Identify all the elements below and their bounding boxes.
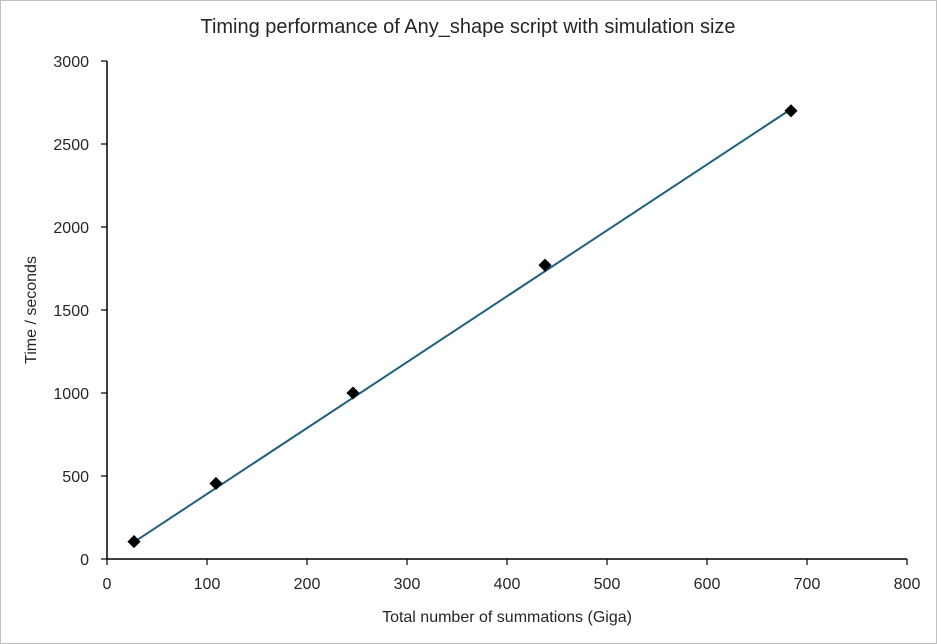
y-tick-label: 3000 [53,54,89,71]
x-tick-label: 200 [294,576,321,593]
y-tick-label: 2000 [53,220,89,237]
x-tick-label: 600 [694,576,721,593]
data-point [346,386,360,400]
y-tick-label: 0 [80,552,89,569]
y-tick-label: 1000 [53,386,89,403]
data-point [784,104,798,118]
axes [106,61,907,560]
points-layer [127,104,798,549]
x-tick-label: 100 [194,576,221,593]
x-ticks: 0 100 200 300 400 500 600 700 800 [103,559,921,593]
x-tick-label: 800 [894,576,921,593]
y-tick-label: 2500 [53,137,89,154]
x-tick-label: 700 [794,576,821,593]
x-tick-label: 400 [494,576,521,593]
trendline-layer [133,108,792,543]
x-axis-title: Total number of summations (Giga) [382,609,632,626]
y-ticks: 0 500 1000 1500 2000 2500 3000 [53,54,107,569]
data-point [209,476,223,491]
linear-trendline [133,108,792,543]
y-tick-label: 1500 [53,303,89,320]
x-tick-label: 300 [394,576,421,593]
x-tick-label: 0 [103,576,112,593]
x-tick-label: 500 [594,576,621,593]
y-tick-label: 500 [62,469,89,486]
data-point [127,535,141,549]
y-axis-title: Time / seconds [23,256,40,364]
chart-title: Timing performance of Any_shape script w… [200,16,735,38]
data-point [538,258,552,272]
